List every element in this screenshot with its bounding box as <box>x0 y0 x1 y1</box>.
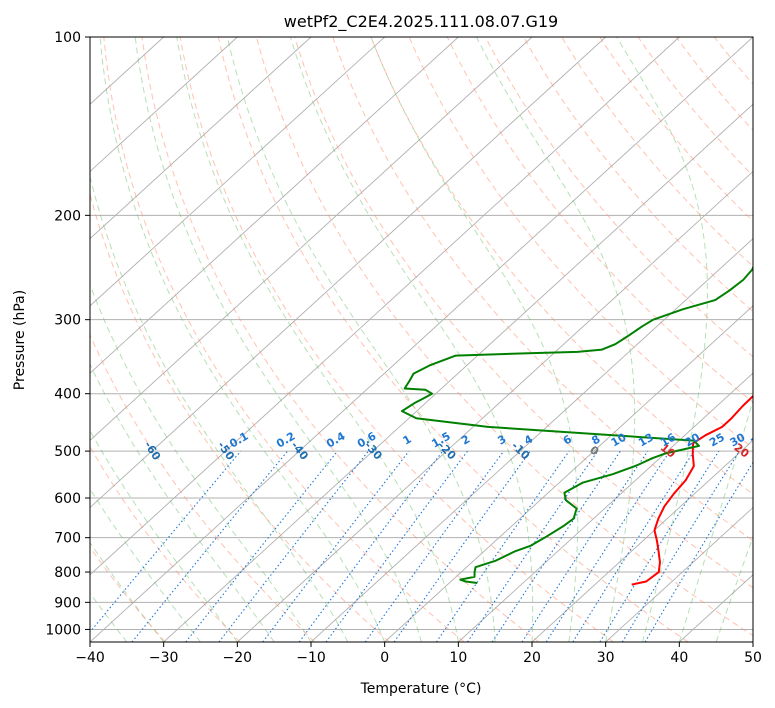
moist-adiabat-line <box>176 37 459 642</box>
dry-adiabat-line <box>599 37 753 222</box>
mixing-ratio-lines <box>90 450 753 642</box>
moist-adiabat-line <box>90 541 165 642</box>
moist-adiabat-line <box>715 535 753 642</box>
y-tick-label: 600 <box>54 491 81 507</box>
mixing-ratio-line <box>644 461 753 642</box>
x-tick-label: 0 <box>380 650 389 666</box>
x-tick-label: 40 <box>670 650 688 666</box>
moist-adiabat-line <box>99 37 386 642</box>
mixing-ratio-line <box>364 450 505 642</box>
dry-adiabat-line <box>294 37 753 589</box>
moist-adiabat-line <box>90 487 201 642</box>
dry-adiabat-line <box>408 37 753 449</box>
isotherm-line <box>90 37 312 240</box>
isotherm-line <box>237 170 753 642</box>
temperature-profile-line <box>631 394 753 586</box>
mixing-ratio-line <box>621 450 740 642</box>
dry-adiabat-line <box>179 37 614 642</box>
isotherm-line <box>90 37 533 441</box>
chart-title: wetPf2_C2E4.2025.111.08.07.G19 <box>284 12 558 32</box>
dry-adiabat-line <box>332 37 753 542</box>
isotherm-line <box>90 37 385 307</box>
plot-frame <box>89 36 754 643</box>
dry-adiabat-line <box>217 37 689 642</box>
moist-adiabat-lines <box>90 37 753 642</box>
moist-adiabat-line <box>90 174 349 642</box>
y-tick-label: 900 <box>54 595 81 611</box>
y-tick-label: 1000 <box>45 622 81 638</box>
moist-adiabat-line <box>134 37 422 642</box>
y-tick-label: 200 <box>54 208 81 224</box>
dry-adiabat-line <box>255 37 753 637</box>
dry-adiabat-line <box>90 445 241 642</box>
sounding-series <box>400 264 753 586</box>
mixing-ratio-label: 36 <box>748 430 768 449</box>
isotherm-line <box>90 37 753 642</box>
isotherm-line <box>605 506 753 642</box>
mixing-ratio-line <box>262 450 410 642</box>
dry-adiabat-lines <box>90 37 753 642</box>
moist-adiabat-line <box>90 592 128 642</box>
dry-adiabat-line <box>141 37 540 642</box>
y-tick-label: 400 <box>54 387 81 403</box>
isotherm-line <box>90 37 238 173</box>
isotherm-lines <box>90 37 753 642</box>
dry-adiabat-line <box>561 37 753 267</box>
moist-adiabat-line <box>476 37 636 642</box>
isotherm-line <box>90 37 459 374</box>
mixing-ratio-line <box>131 450 289 642</box>
isotherm-line <box>90 37 680 576</box>
mixing-ratio-line <box>467 450 599 642</box>
moist-adiabat-line <box>90 283 312 642</box>
moist-adiabat-line <box>678 398 753 642</box>
dry-adiabat-line <box>370 37 753 495</box>
y-tick-label: 700 <box>54 531 81 547</box>
moist-adiabat-line <box>90 363 275 642</box>
y-axis-ticks: 100 200 300 400 500 600 700 800 900 1000 <box>45 30 90 638</box>
x-axis-label: Temperature (°C) <box>360 681 482 697</box>
isotherm-line <box>384 305 753 642</box>
dewpoint-profile-line <box>400 264 753 585</box>
isotherm-line <box>310 238 753 642</box>
moist-adiabat-line <box>616 37 708 642</box>
y-axis-label: Pressure (hPa) <box>12 290 28 390</box>
mixing-ratio-line <box>218 450 369 642</box>
mixing-ratio-line <box>90 450 242 633</box>
moist-adiabat-line <box>289 37 534 642</box>
mixing-ratio-line <box>599 450 720 642</box>
x-axis-ticks: −40 −30 −20 −10 0 10 20 30 40 50 <box>75 642 762 666</box>
dry-adiabat-line <box>484 37 753 358</box>
x-tick-label: −10 <box>296 650 326 666</box>
dry-adiabat-line <box>90 192 390 642</box>
mixing-ratio-line <box>393 450 531 642</box>
mixing-ratio-line <box>572 450 695 642</box>
mixing-ratio-line <box>545 450 671 642</box>
isotherm-line <box>163 103 753 642</box>
isotherm-line <box>531 439 753 642</box>
moist-adiabat-line <box>226 37 496 642</box>
isotherm-line <box>458 372 753 642</box>
x-tick-label: 10 <box>449 650 467 666</box>
x-tick-label: −30 <box>149 650 179 666</box>
y-tick-label: 800 <box>54 565 81 581</box>
dry-adiabat-line <box>103 37 465 642</box>
x-tick-label: 50 <box>744 650 762 666</box>
isotherm-line <box>90 37 606 509</box>
x-tick-label: 20 <box>523 650 541 666</box>
x-tick-label: −20 <box>223 650 253 666</box>
moist-adiabat-line <box>90 429 238 642</box>
x-tick-label: −40 <box>75 650 105 666</box>
y-tick-label: 500 <box>54 444 81 460</box>
y-tick-label: 300 <box>54 313 81 329</box>
x-tick-label: 30 <box>597 650 615 666</box>
mixing-ratio-line <box>185 450 338 642</box>
y-tick-label: 100 <box>54 30 81 46</box>
